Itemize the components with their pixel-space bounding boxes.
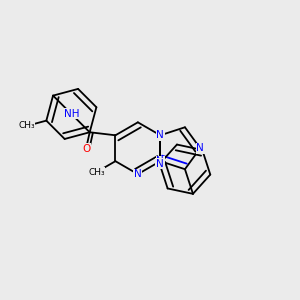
Text: N: N <box>156 159 164 169</box>
Text: NH: NH <box>64 109 79 119</box>
Text: CH₃: CH₃ <box>88 168 105 177</box>
Text: N: N <box>196 143 204 153</box>
Text: CH₃: CH₃ <box>18 122 34 130</box>
Text: N: N <box>156 156 164 166</box>
Text: N: N <box>134 169 142 179</box>
Text: O: O <box>82 144 90 154</box>
Text: N: N <box>156 130 164 140</box>
